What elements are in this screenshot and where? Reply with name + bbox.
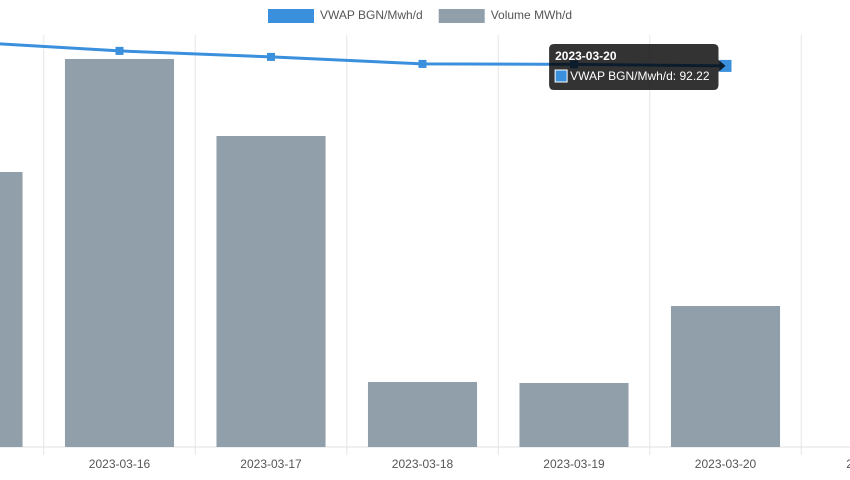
legend: VWAP BGN/Mwh/d Volume MWh/d [268, 8, 572, 23]
legend-label: Volume MWh/d [491, 8, 572, 22]
bar [670, 306, 781, 447]
line-point [115, 46, 124, 55]
bar [216, 136, 326, 447]
tooltip-swatch [554, 69, 568, 83]
tooltip-box [549, 44, 726, 90]
line-point [267, 52, 275, 61]
bar [0, 172, 23, 447]
x-tick-label: 2023-03-21 [846, 457, 850, 471]
line-point [418, 59, 427, 68]
x-tick-label: 2023-03-19 [543, 457, 605, 471]
bar [367, 382, 478, 447]
x-tick-label: 2023-03-18 [392, 457, 454, 471]
tooltip-title: 2023-03-20 [555, 49, 617, 63]
legend-swatch [268, 9, 314, 23]
legend-swatch [438, 9, 485, 23]
tooltip: 2023-03-20 VWAP BGN/Mwh/d: 92.22 [549, 44, 726, 90]
bar [64, 59, 175, 447]
legend-label: VWAP BGN/Mwh/d [320, 8, 423, 22]
x-tick-label: 2023-03-16 [89, 457, 151, 471]
bar [519, 383, 629, 447]
tooltip-label: VWAP BGN/Mwh/d: 92.22 [570, 69, 710, 83]
x-tick-label: 2023-03-20 [695, 457, 757, 471]
x-tick-label: 2023-03-17 [240, 457, 302, 471]
